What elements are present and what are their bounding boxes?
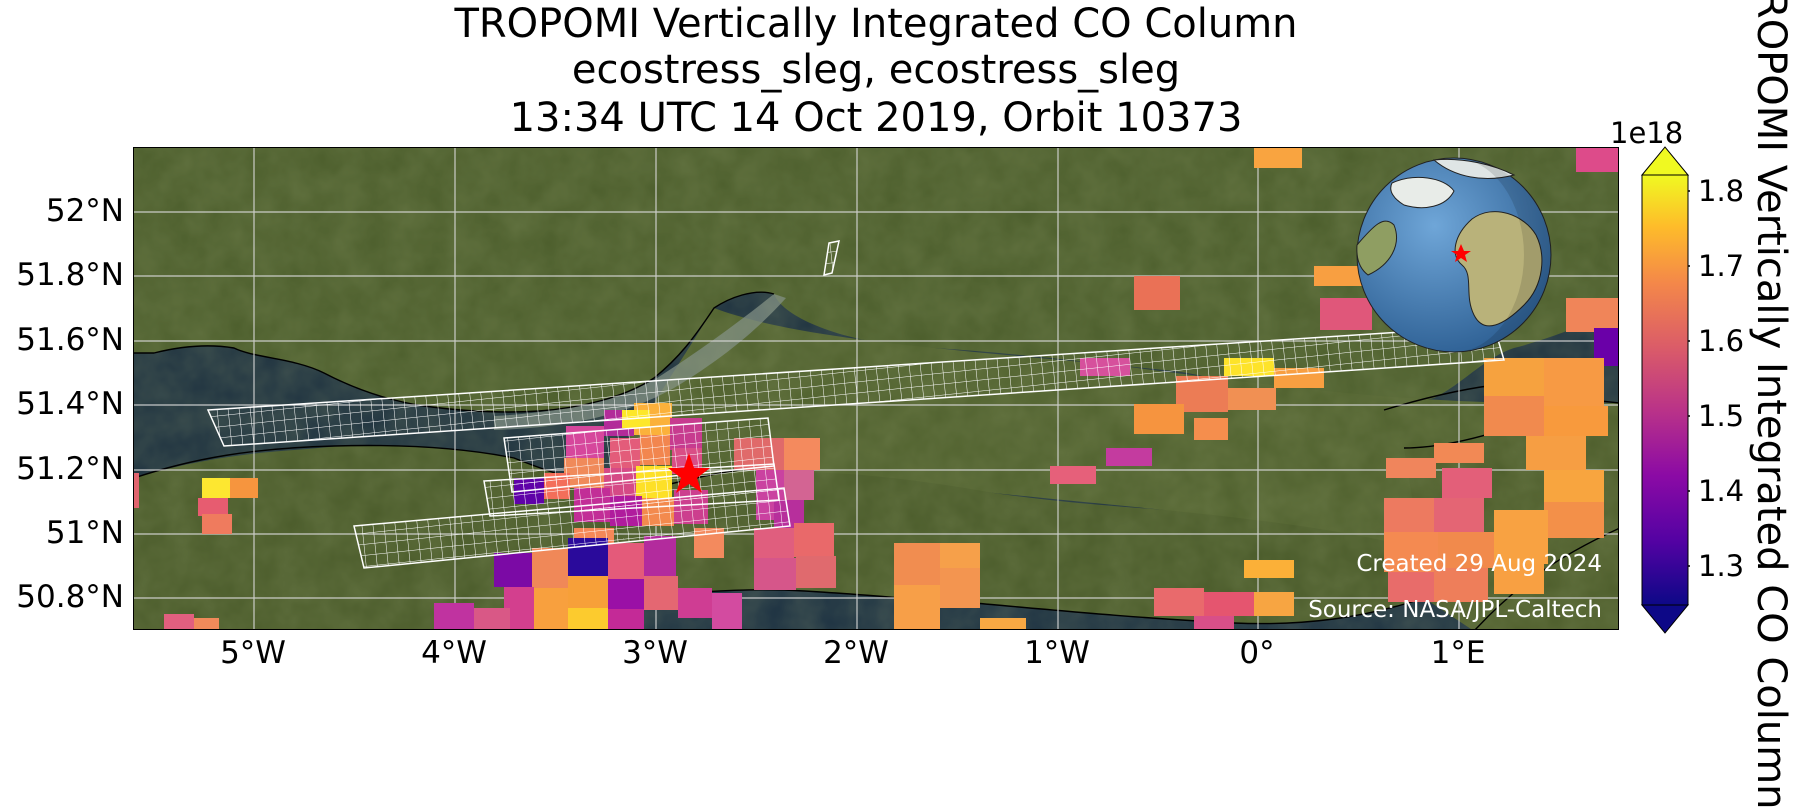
- lat-tick-51-6: 51.6°N: [16, 322, 124, 358]
- co-pixels: [134, 148, 1618, 629]
- colorbar-tick-1-3: 1.3: [1698, 549, 1745, 583]
- credit-source: Source: NASA/JPL-Caltech: [1308, 597, 1602, 623]
- title-line-1: TROPOMI Vertically Integrated CO Column: [454, 1, 1298, 47]
- globe-inset: [1356, 157, 1552, 353]
- colorbar-tick-1-6: 1.6: [1698, 324, 1745, 358]
- lat-tick-51-2: 51.2°N: [16, 451, 124, 487]
- globe-star-icon: [1451, 244, 1471, 262]
- colorbar-tick-1-7: 1.7: [1698, 249, 1745, 283]
- globe-shading: [1454, 158, 1551, 352]
- globe-europe-africa: [1454, 211, 1543, 327]
- globe-arctic: [1432, 158, 1516, 180]
- title-line-3: 13:34 UTC 14 Oct 2019, Orbit 10373: [509, 95, 1243, 141]
- lon-tick-2w: 2°W: [823, 635, 889, 671]
- lon-tick-5w: 5°W: [220, 635, 286, 671]
- globe-greenland: [1390, 177, 1455, 209]
- ecostress-swaths: [206, 240, 1505, 569]
- colorbar-extend-bottom: [1640, 604, 1690, 634]
- lon-tick-1w: 1°W: [1024, 635, 1090, 671]
- lon-tick-0: 0°: [1239, 635, 1275, 671]
- lon-tick-4w: 4°W: [421, 635, 487, 671]
- colorbar-extend-top: [1640, 146, 1690, 176]
- lon-tick-3w: 3°W: [622, 635, 688, 671]
- colorbar-gradient: [1641, 174, 1689, 606]
- lat-tick-50-8: 50.8°N: [16, 579, 124, 615]
- map-canvas: [134, 148, 1618, 629]
- swath-lower-c: [353, 487, 791, 569]
- credit-created: Created 29 Aug 2024: [1356, 551, 1602, 577]
- lat-tick-51-8: 51.8°N: [16, 257, 124, 293]
- colorbar: [1640, 146, 1690, 634]
- swath-upper: [206, 325, 1505, 447]
- target-star-icon: [668, 453, 710, 493]
- swath-small: [823, 240, 840, 277]
- lat-tick-51: 51°N: [45, 515, 124, 551]
- colorbar-tick-1-5: 1.5: [1698, 399, 1745, 433]
- title-line-2: ecostress_sleg, ecostress_sleg: [571, 47, 1181, 93]
- globe-north-america: [1356, 220, 1397, 276]
- colorbar-exponent: 1e18: [1610, 116, 1684, 150]
- lat-tick-52: 52°N: [45, 193, 124, 229]
- lon-tick-1e: 1°E: [1430, 635, 1486, 671]
- colorbar-tick-1-8: 1.8: [1698, 174, 1745, 208]
- colorbar-tick-1-4: 1.4: [1698, 474, 1745, 508]
- colorbar-title: TROPOMI Vertically Integrated CO Column: [1748, 0, 1794, 810]
- map-panel[interactable]: Created 29 Aug 2024 Source: NASA/JPL-Cal…: [133, 147, 1619, 630]
- lat-tick-51-4: 51.4°N: [16, 386, 124, 422]
